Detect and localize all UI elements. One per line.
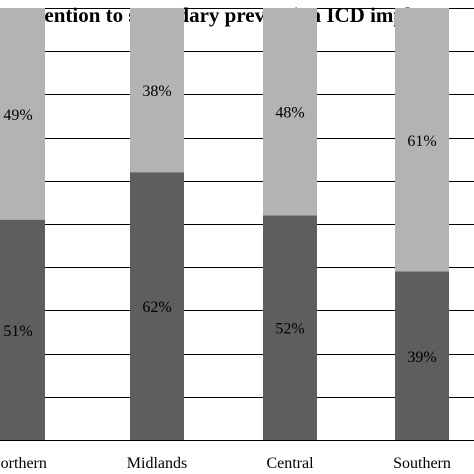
data-label: 48% [275, 105, 304, 122]
bar-segment-midlands-1 [130, 172, 184, 440]
bar-segment-southern-2 [395, 8, 449, 272]
category-label: Northern [0, 455, 47, 472]
category-labels: Northern Midlands Central Southern [0, 455, 451, 472]
bar-segment-northern-1 [0, 219, 45, 440]
data-label: 61% [407, 133, 436, 150]
chart-title: vention to secondary prevention ICD impl… [34, 3, 440, 27]
bar-segment-central-2 [263, 8, 317, 216]
bar-segment-central-1 [263, 215, 317, 440]
data-label: 51% [3, 323, 32, 340]
data-labels: 51% 49% 62% 38% 52% 48% 39% 61% [3, 83, 436, 366]
data-label: 52% [275, 321, 304, 338]
bars [0, 8, 449, 440]
bar-segment-northern-2 [0, 8, 45, 220]
category-label: Southern [393, 455, 451, 472]
data-label: 38% [142, 83, 171, 100]
bar-segment-midlands-2 [130, 8, 184, 173]
category-label: Central [266, 455, 314, 472]
data-label: 49% [3, 107, 32, 124]
category-label: Midlands [127, 455, 187, 472]
data-label: 62% [142, 299, 171, 316]
data-label: 39% [407, 349, 436, 366]
bar-segment-southern-1 [395, 271, 449, 440]
